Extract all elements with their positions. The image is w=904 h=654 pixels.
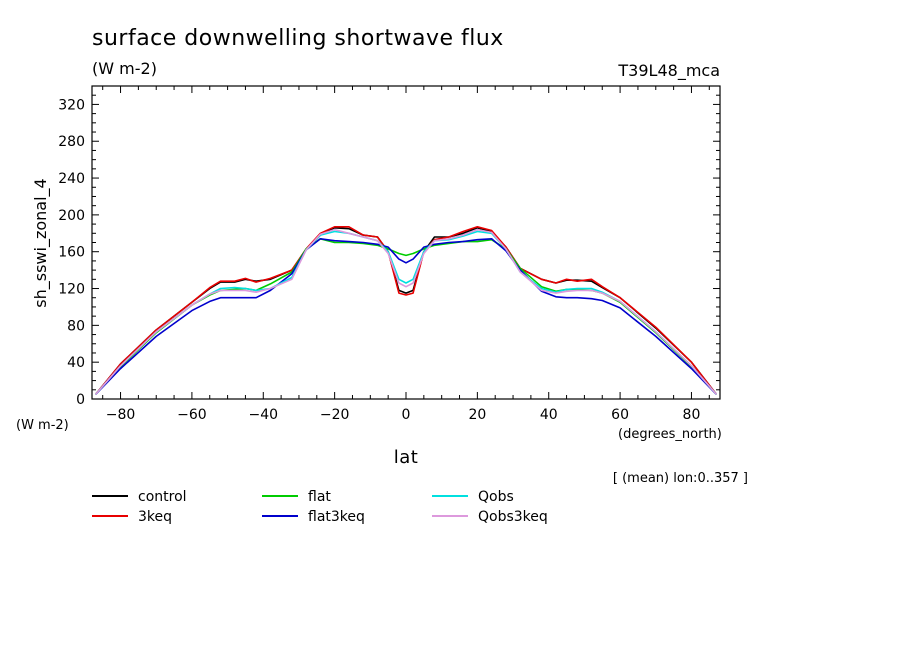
x-tick-label: 40	[540, 407, 558, 423]
x-tick-label: −80	[106, 407, 136, 423]
y-tick-label: 240	[58, 171, 85, 187]
x-tick-label: −20	[320, 407, 350, 423]
x-tick-label: 60	[611, 407, 629, 423]
y-tick-label: 0	[76, 392, 85, 408]
y-tick-label: 120	[58, 282, 85, 298]
series-line-qobs3keq	[94, 228, 718, 395]
y-tick-label: 160	[58, 245, 85, 261]
legend-label: flat3keq	[308, 509, 365, 525]
x-tick-label: −40	[248, 407, 278, 423]
y-tick-label: 280	[58, 134, 85, 150]
x-axis-label: lat	[394, 447, 419, 468]
footnote: [ (mean) lon:0..357 ]	[613, 471, 748, 486]
run-label: T39L48_mca	[617, 61, 720, 81]
y-axis: 0 40 80 120 160 200 240 280 320	[58, 85, 720, 408]
series-lines	[94, 226, 718, 395]
y-axis-label: sh_sswi_zonal_4	[31, 178, 51, 307]
series-line-flat3keq	[95, 238, 717, 395]
y-tick-label: 40	[67, 355, 85, 371]
x-tick-label: −60	[177, 407, 207, 423]
x-axis: −80 −60 −40 −20 0 20 40 60 80	[102, 86, 710, 423]
y-units-label: (W m-2)	[16, 418, 69, 433]
x-tick-label: 80	[683, 407, 701, 423]
chart-subtitle: (W m-2)	[92, 59, 157, 78]
series-line-3keq	[94, 226, 718, 395]
legend-label: Qobs	[478, 489, 514, 505]
y-tick-label: 200	[58, 208, 85, 224]
x-tick-label: 0	[402, 407, 411, 423]
x-tick-label: 20	[468, 407, 486, 423]
legend: control 3keq flat flat3keq Qobs Qobs3keq	[92, 489, 548, 525]
x-units-label: (degrees_north)	[618, 427, 722, 442]
legend-label: flat	[308, 489, 331, 505]
y-tick-label: 320	[58, 97, 85, 113]
y-tick-label: 80	[67, 318, 85, 334]
legend-label: Qobs3keq	[478, 509, 548, 525]
chart-title: surface downwelling shortwave flux	[92, 26, 504, 51]
legend-label: 3keq	[138, 509, 172, 525]
legend-label: control	[138, 489, 187, 505]
plot-frame	[91, 85, 721, 400]
series-line-qobs	[94, 230, 718, 395]
